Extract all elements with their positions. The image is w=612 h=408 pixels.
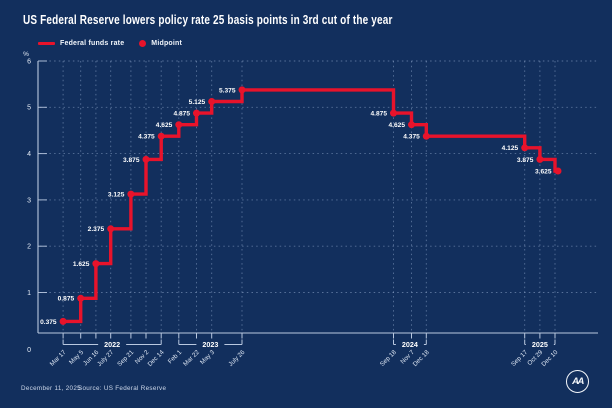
rate-value-label: 4.375 [403,134,420,141]
rate-value-label: 5.125 [189,99,206,106]
midpoint-dot [92,260,100,268]
year-label: 2022 [104,340,120,349]
y-tick-label: 1 [27,290,31,297]
date-tick-label: Sep 21 [116,349,135,368]
date-tick-label: Mar 17 [49,349,68,368]
rate-value-label: 4.625 [156,122,173,129]
rate-value-label: 0.375 [40,319,57,326]
midpoint-dot [77,294,85,302]
legend-dot-label: Midpoint [151,40,183,47]
y-tick-label: 2 [27,244,31,251]
midpoint-dot [408,121,415,129]
midpoint-dot [127,190,135,198]
y-axis-unit-label: % [23,51,29,58]
y-tick-label: 4 [27,151,31,158]
year-label: 2023 [202,340,218,349]
aa-logo: AA [566,370,589,393]
legend-item-midpoint: Midpoint [139,40,182,47]
rate-value-label: 0.875 [58,296,75,303]
rate-value-label: 4.625 [388,122,405,129]
chart-title: US Federal Reserve lowers policy rate 25… [23,13,393,27]
date-tick-label: Mar 22 [182,349,201,368]
date-tick-label: May 3 [199,349,216,366]
year-label: 2025 [532,340,548,349]
rate-value-label: 4.875 [370,111,387,118]
midpoint-dot [157,132,165,140]
midpoint-dot [536,155,544,163]
midpoint-dot [59,317,67,325]
rate-value-label: 4.375 [138,134,155,141]
midpoint-dot [390,109,397,117]
midpoint-dot [175,121,183,129]
midpoint-dot [422,132,430,140]
midpoint-dot [107,225,115,233]
rate-value-label: 2.375 [88,226,105,233]
midpoint-dot [521,144,529,152]
source-note: Source: US Federal Reserve [78,385,167,392]
legend: Federal funds rate Midpoint [38,40,182,47]
y-tick-label: 6 [27,58,31,65]
rate-value-label: 1.625 [73,261,90,268]
publication-date: December 11, 2025 [21,385,81,392]
date-tick-label: July 27 [96,349,115,368]
date-tick-label: Sep 17 [510,349,529,368]
legend-line-label: Federal funds rate [60,40,125,47]
date-tick-label: Dec 14 [147,349,166,368]
midpoint-dot [238,86,246,94]
date-tick-label: Dec 18 [412,349,431,368]
legend-item-federal-funds-rate: Federal funds rate [38,40,124,47]
line-swatch-icon [38,42,55,45]
rate-value-label: 3.875 [517,157,534,164]
date-tick-label: July 26 [227,349,246,368]
rate-value-label: 3.125 [108,192,125,199]
rate-value-label: 3.875 [123,157,140,164]
midpoint-dot [554,167,562,175]
y-tick-label: 0 [27,347,31,354]
year-label: 2024 [402,340,418,349]
rate-value-label: 4.875 [173,111,190,118]
date-tick-label: Dec 10 [540,349,559,368]
midpoint-dot [193,109,200,117]
midpoint-dot [208,98,216,105]
rate-value-label: 3.625 [535,168,552,175]
midpoint-dot [142,155,150,163]
y-tick-label: 5 [27,105,31,112]
dot-swatch-icon [139,40,147,47]
date-tick-label: Sep 18 [379,349,398,368]
rate-step-line [63,88,558,324]
rate-value-label: 4.125 [502,145,519,152]
rate-value-label: 5.375 [219,87,236,94]
y-tick-label: 3 [27,197,31,204]
